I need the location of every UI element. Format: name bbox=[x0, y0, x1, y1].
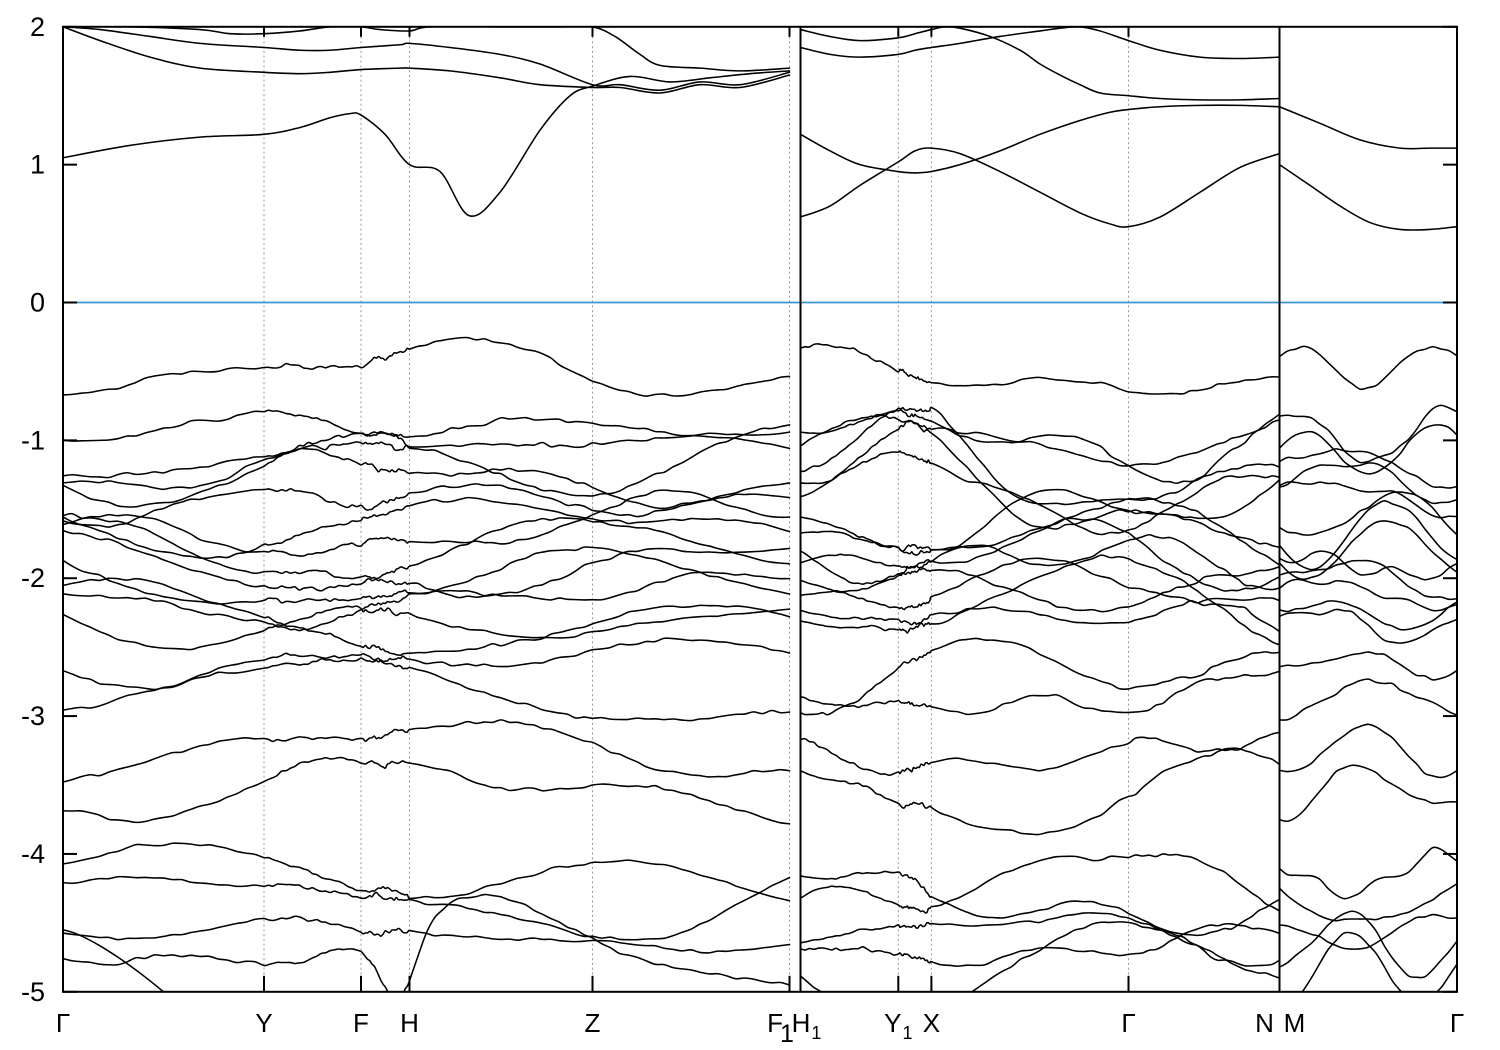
svg-text:1: 1 bbox=[30, 150, 45, 180]
svg-text:N: N bbox=[1255, 1008, 1274, 1038]
svg-text:Y: Y bbox=[255, 1008, 272, 1038]
svg-text:Γ: Γ bbox=[1450, 1008, 1464, 1038]
svg-text:H: H bbox=[400, 1008, 419, 1038]
svg-text:F: F bbox=[353, 1008, 369, 1038]
svg-text:M: M bbox=[1284, 1008, 1306, 1038]
svg-text:-4: -4 bbox=[21, 839, 45, 869]
svg-text:-1: -1 bbox=[21, 425, 45, 455]
svg-text:Γ: Γ bbox=[56, 1008, 70, 1038]
svg-text:2: 2 bbox=[30, 12, 45, 42]
svg-text:Z: Z bbox=[585, 1008, 601, 1038]
svg-text:X: X bbox=[923, 1008, 940, 1038]
svg-text:0: 0 bbox=[30, 288, 45, 318]
svg-text:Γ: Γ bbox=[1121, 1008, 1135, 1038]
svg-text:-5: -5 bbox=[21, 977, 45, 1007]
svg-text:-2: -2 bbox=[21, 563, 45, 593]
svg-text:-3: -3 bbox=[21, 701, 45, 731]
